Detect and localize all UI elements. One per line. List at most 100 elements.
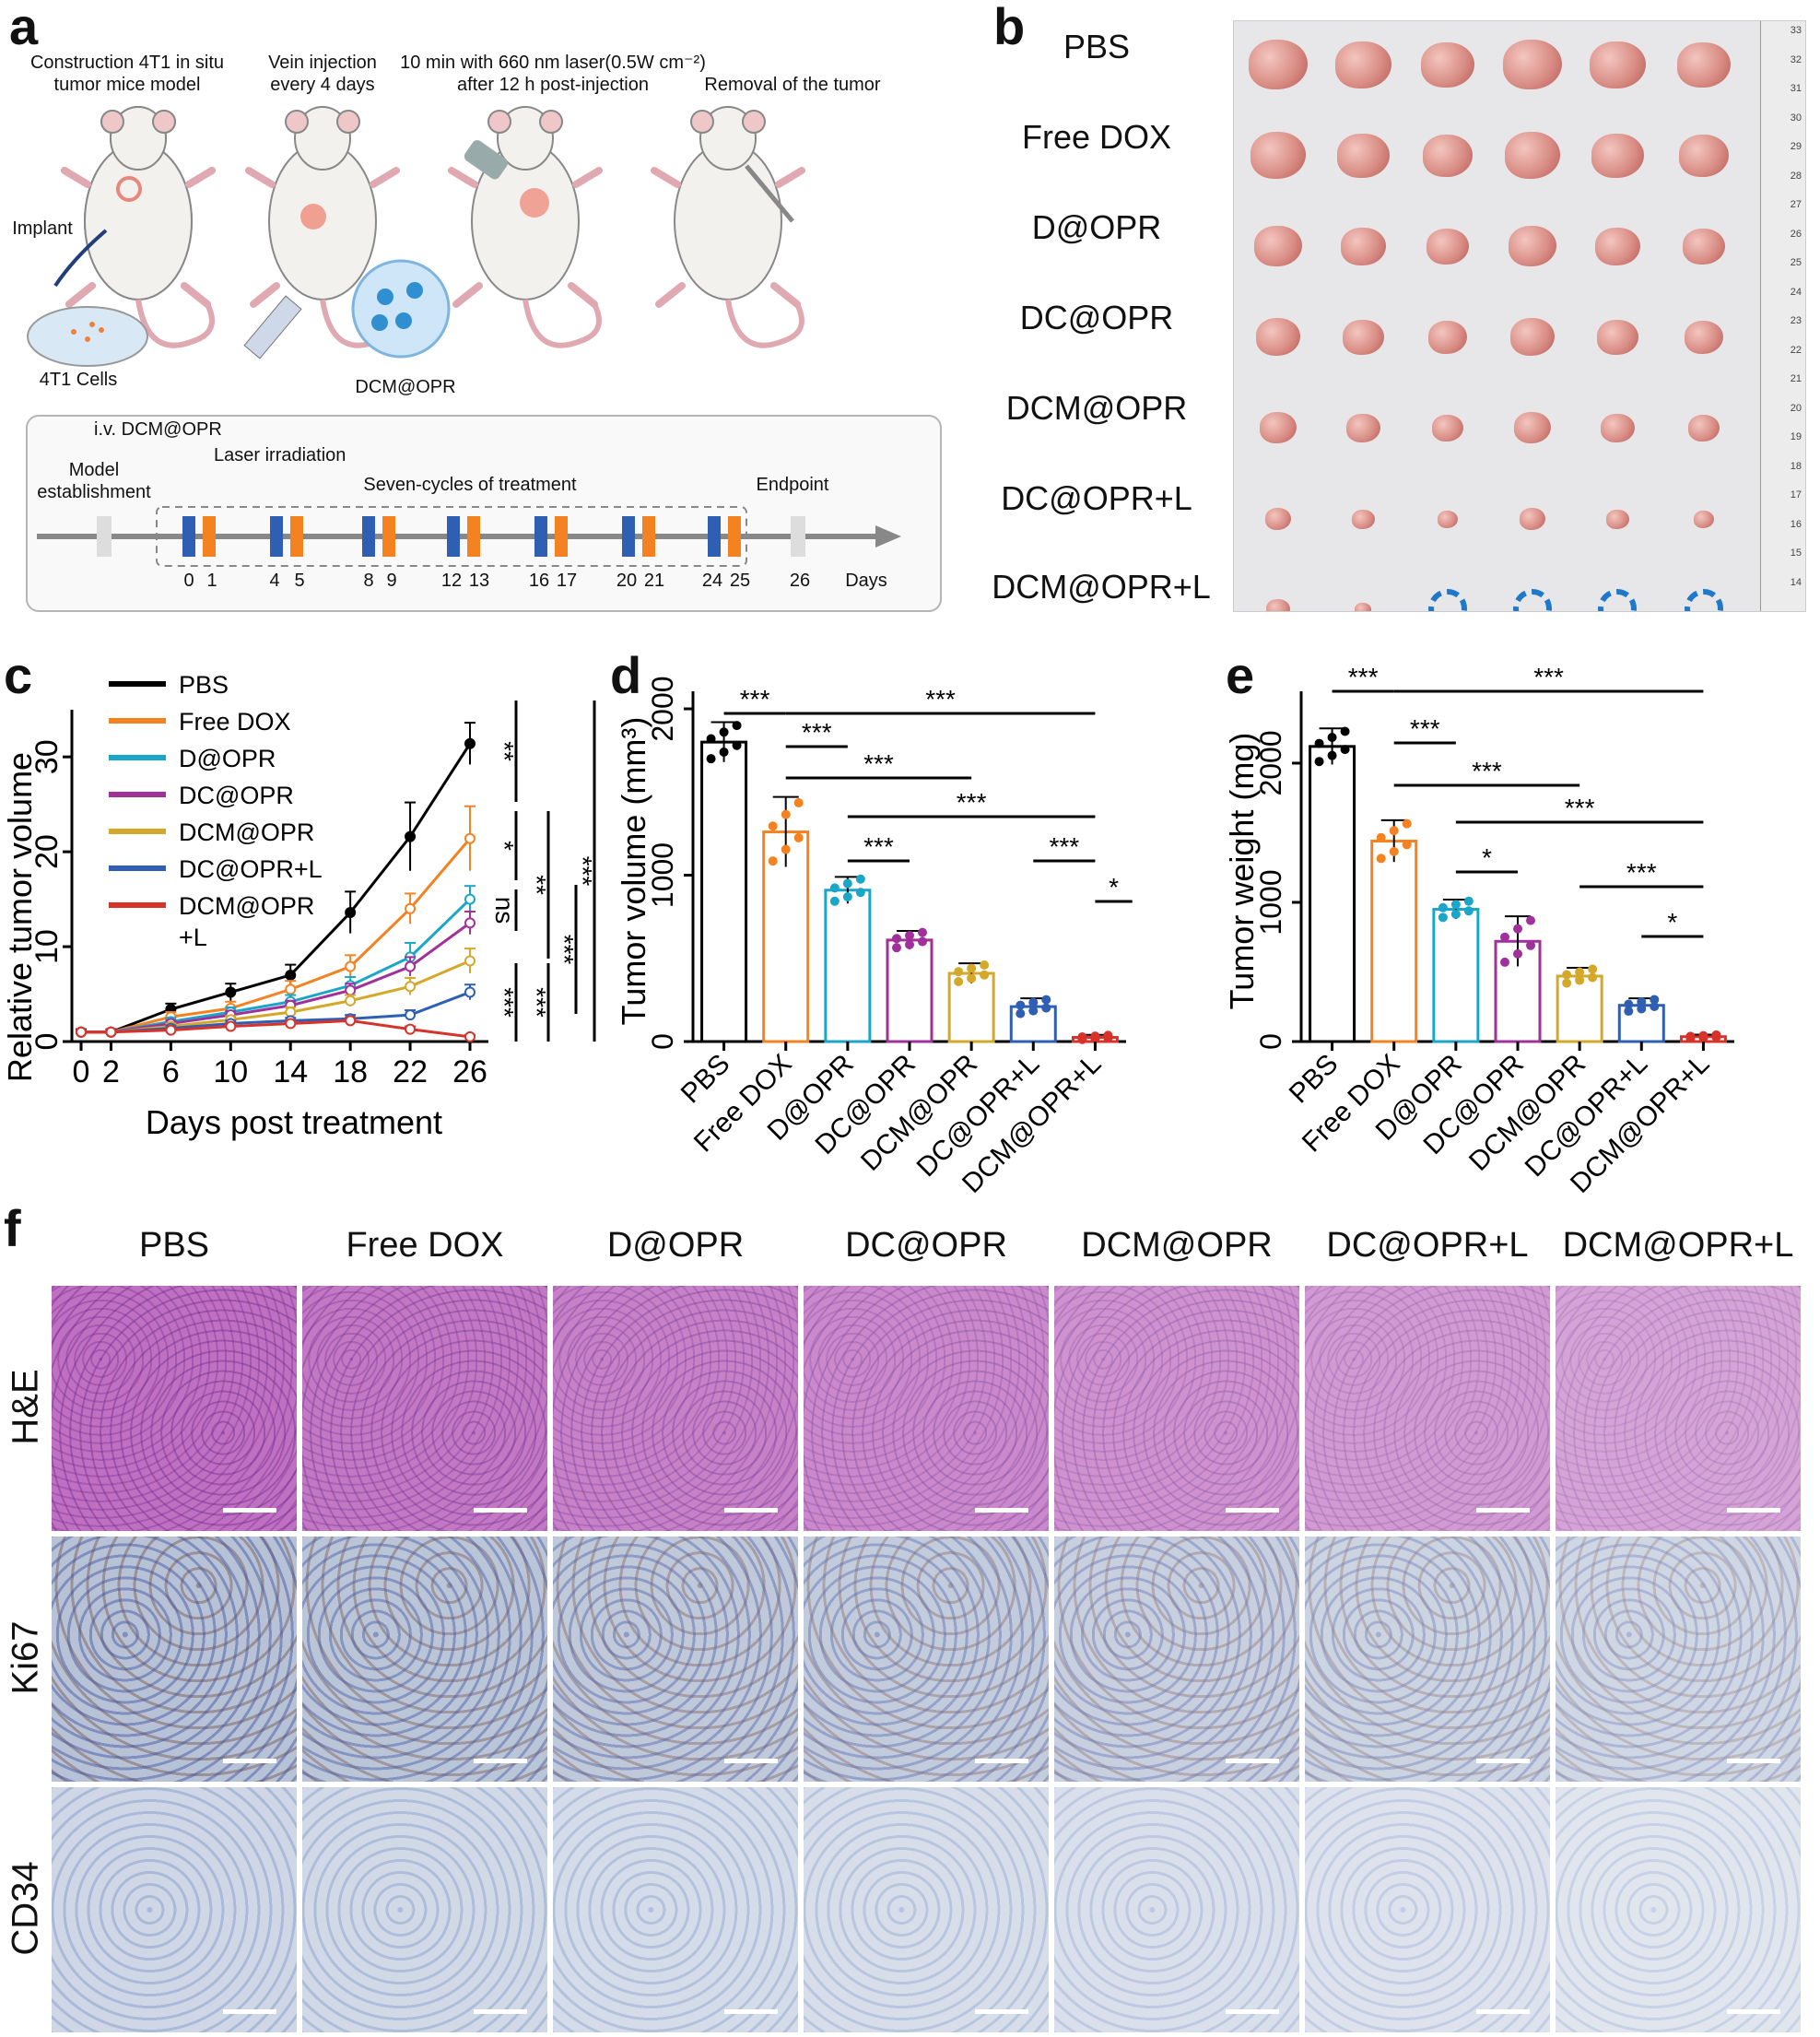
histology-column-label: DCM@OPR [1081,1226,1273,1265]
significance-label: *** [863,749,894,778]
day-20: 20 [616,571,638,591]
tumor-sample [1345,413,1380,442]
laser-marker [642,516,655,557]
scale-bar [1226,1508,1279,1513]
data-point [105,1026,117,1038]
data-point [464,1030,476,1042]
histology-image [1556,1537,1801,1782]
histology-image [1556,1787,1801,2032]
y-tick-label: 20 [29,834,65,869]
significance-label: ** [523,875,551,895]
data-point [1340,745,1350,755]
data-point [1041,995,1051,1005]
cells-label: 4T1 Cells [39,370,118,390]
significance-label: * [490,841,519,851]
scale-bar [1476,1759,1530,1763]
treatment-timeline: i.v. DCM@OPR Laser irradiation Model est… [26,415,942,612]
data-point [1028,997,1039,1007]
x-tick-label: 6 [162,1054,180,1089]
data-point [918,936,927,947]
data-point [1637,1004,1647,1014]
scale-bar [474,1508,527,1513]
laser-label: Laser irradiation [214,445,346,465]
implant-label: Implant [12,218,73,239]
tumor-sample [1427,229,1469,265]
tumor-sample [1340,227,1386,266]
ruler-tick: 31 [1790,83,1802,94]
data-point [405,1023,417,1035]
data-point [345,907,357,918]
legend-label: PBS [179,671,229,699]
histology-image [1305,1286,1550,1531]
injection-marker [708,516,721,557]
data-point [954,967,964,977]
scale-bar [1727,1759,1780,1763]
histology-image [52,1787,297,2032]
step-laser: 10 min with 660 nm laser(0.5W cm⁻²) afte… [400,53,706,95]
significance-label: *** [550,935,579,965]
histology-image [302,1537,547,1782]
histology-image [302,1787,547,2032]
tumor-sample [1679,135,1729,177]
data-point [345,984,357,996]
day-8: 8 [363,571,374,591]
data-point [1016,1008,1026,1018]
x-tick-label: 26 [452,1054,487,1089]
data-point [1650,995,1660,1005]
data-point [464,955,476,967]
x-tick-label: 22 [393,1054,428,1089]
laser-marker [382,516,395,557]
tumor-sample [1260,412,1297,443]
y-tick-label: 30 [29,739,65,774]
tumor-sample [1428,321,1467,354]
data-point [1402,818,1412,829]
data-point [980,970,990,980]
injection-marker [447,516,460,557]
data-point [464,893,476,905]
y-tick-label: 2000 [1254,730,1287,795]
histology-image [1054,1286,1299,1531]
injection-marker [270,516,283,557]
data-point [732,740,742,750]
histology-row-label: CD34 [5,1861,46,1956]
day-4: 4 [269,571,280,591]
data-point [1314,757,1324,767]
data-point [1463,906,1474,916]
data-point [781,809,791,819]
histology-image [52,1537,297,1782]
significance-label: *** [1472,757,1502,785]
data-point [781,844,791,854]
ruler-tick: 28 [1790,170,1802,182]
histology-column-label: DCM@OPR+L [1562,1226,1794,1265]
histology-row-label: Ki67 [5,1620,46,1695]
data-point [1090,1031,1100,1042]
data-point [1376,854,1386,864]
significance-label: *** [957,788,987,817]
data-point [285,1018,297,1030]
data-point [954,977,964,987]
scale-bar [975,1508,1028,1513]
cycles-label: Seven-cycles of treatment [363,475,577,495]
eradicated-tumor-marker [1685,589,1723,611]
x-tick-label: 14 [273,1054,308,1089]
y-tick-label: 1000 [1254,869,1287,935]
data-point [1588,964,1598,974]
ruler-tick: 33 [1790,25,1802,36]
tumor-sample [1685,321,1723,354]
significance-label: ** [490,741,519,761]
legend-label: DC@OPR [179,782,294,809]
day-21: 21 [643,571,665,591]
significance-label: *** [740,685,770,713]
injection-marker [182,516,195,557]
data-point [405,902,417,914]
histology-column-label: Free DOX [346,1226,504,1265]
data-point [1463,896,1474,906]
model-label: Model establishment [37,460,151,502]
tumor-sample [1351,509,1375,529]
tumor-sample [1254,226,1302,267]
histology-image [553,1787,798,2032]
histology-row-label: H&E [5,1369,46,1445]
histology-image [302,1286,547,1531]
